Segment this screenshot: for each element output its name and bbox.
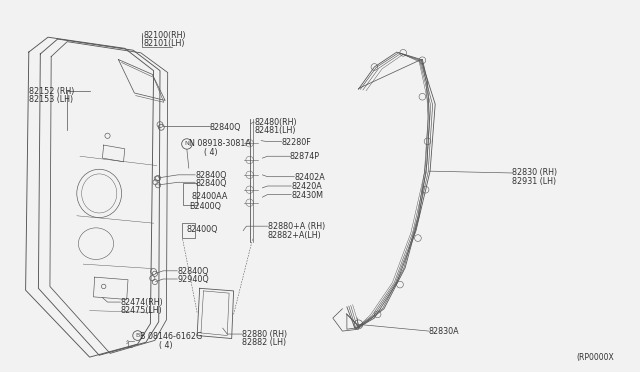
Text: ( 4): ( 4) [159,341,172,350]
Text: 82830 (RH): 82830 (RH) [512,169,557,177]
Text: N: N [184,141,189,147]
Text: 82475(LH): 82475(LH) [120,306,162,315]
Bar [182,223,195,238]
Text: ( 4): ( 4) [204,148,217,157]
Text: 82874P: 82874P [290,153,320,161]
Text: B: B [136,333,140,338]
Text: 82840Q: 82840Q [195,171,227,180]
Text: 82880+A (RH): 82880+A (RH) [268,222,324,231]
Text: 82402A: 82402A [294,173,325,182]
Text: 82882+A(LH): 82882+A(LH) [268,231,321,240]
Text: 82474(RH): 82474(RH) [120,298,163,307]
Text: 82420A: 82420A [291,182,322,191]
Text: 82153 (LH): 82153 (LH) [29,95,73,104]
Bar [183,183,197,205]
Text: 82481(LH): 82481(LH) [254,126,296,135]
Text: 82480(RH): 82480(RH) [254,118,297,126]
Text: 82152 (RH): 82152 (RH) [29,87,74,96]
Text: 82400Q: 82400Q [187,225,218,234]
Text: 92940Q: 92940Q [177,275,209,284]
Text: B 08146-6162G: B 08146-6162G [140,332,202,341]
Text: 82840Q: 82840Q [177,267,209,276]
Text: B2400Q: B2400Q [189,202,221,211]
Text: (RP0000X: (RP0000X [577,353,614,362]
Text: 82840Q: 82840Q [195,179,227,187]
Text: 82400AA: 82400AA [192,192,228,201]
Text: 82280F: 82280F [282,138,311,147]
Text: 82931 (LH): 82931 (LH) [512,177,556,186]
Text: 82430M: 82430M [291,191,323,200]
Text: 82882 (LH): 82882 (LH) [242,339,286,347]
Text: 82880 (RH): 82880 (RH) [242,330,287,339]
Text: 82101(LH): 82101(LH) [144,39,186,48]
Text: 82830A: 82830A [429,327,460,336]
Text: N 08918-3081A: N 08918-3081A [189,140,251,148]
Text: 82840Q: 82840Q [210,123,241,132]
Text: 82100(RH): 82100(RH) [144,31,187,40]
